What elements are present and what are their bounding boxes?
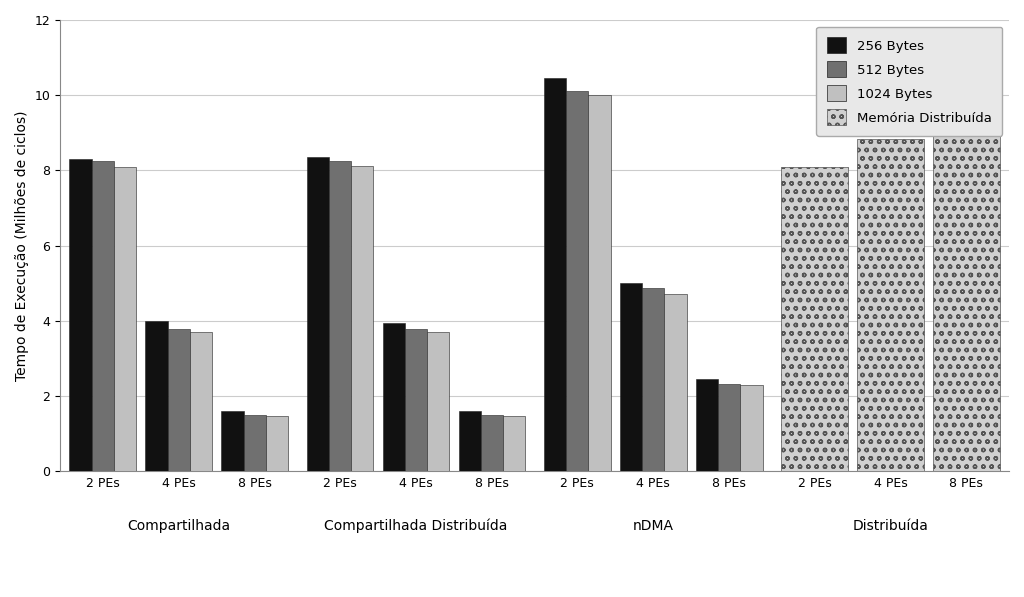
Text: Distribuída: Distribuída	[852, 519, 929, 533]
Bar	[544, 78, 566, 472]
Bar	[566, 91, 589, 472]
Legend: 256 Bytes, 512 Bytes, 1024 Bytes, Memória Distribuída: 256 Bytes, 512 Bytes, 1024 Bytes, Memóri…	[816, 27, 1002, 136]
Bar	[351, 166, 374, 472]
Bar	[665, 294, 686, 472]
Y-axis label: Tempo de Execução (Milhões de ciclos): Tempo de Execução (Milhões de ciclos)	[15, 110, 29, 381]
Text: Compartilhada Distribuída: Compartilhada Distribuída	[325, 519, 508, 533]
Bar	[221, 411, 244, 472]
Bar	[266, 416, 288, 472]
Text: Compartilhada: Compartilhada	[127, 519, 230, 533]
Text: nDMA: nDMA	[633, 519, 674, 533]
Bar	[718, 384, 740, 472]
Bar	[857, 139, 924, 472]
Bar	[740, 385, 763, 472]
Bar	[695, 379, 718, 472]
Bar	[329, 161, 351, 472]
Bar	[503, 416, 525, 472]
Bar	[481, 415, 503, 472]
Bar	[114, 167, 136, 472]
Bar	[189, 331, 212, 472]
Bar	[642, 288, 665, 472]
Bar	[383, 323, 404, 472]
Bar	[781, 167, 848, 472]
Bar	[244, 415, 266, 472]
Bar	[459, 411, 481, 472]
Bar	[168, 330, 189, 472]
Bar	[92, 161, 114, 472]
Bar	[427, 331, 450, 472]
Bar	[145, 321, 168, 472]
Bar	[933, 93, 999, 472]
Bar	[589, 96, 610, 472]
Bar	[620, 284, 642, 472]
Bar	[70, 159, 92, 472]
Bar	[404, 330, 427, 472]
Bar	[306, 158, 329, 472]
